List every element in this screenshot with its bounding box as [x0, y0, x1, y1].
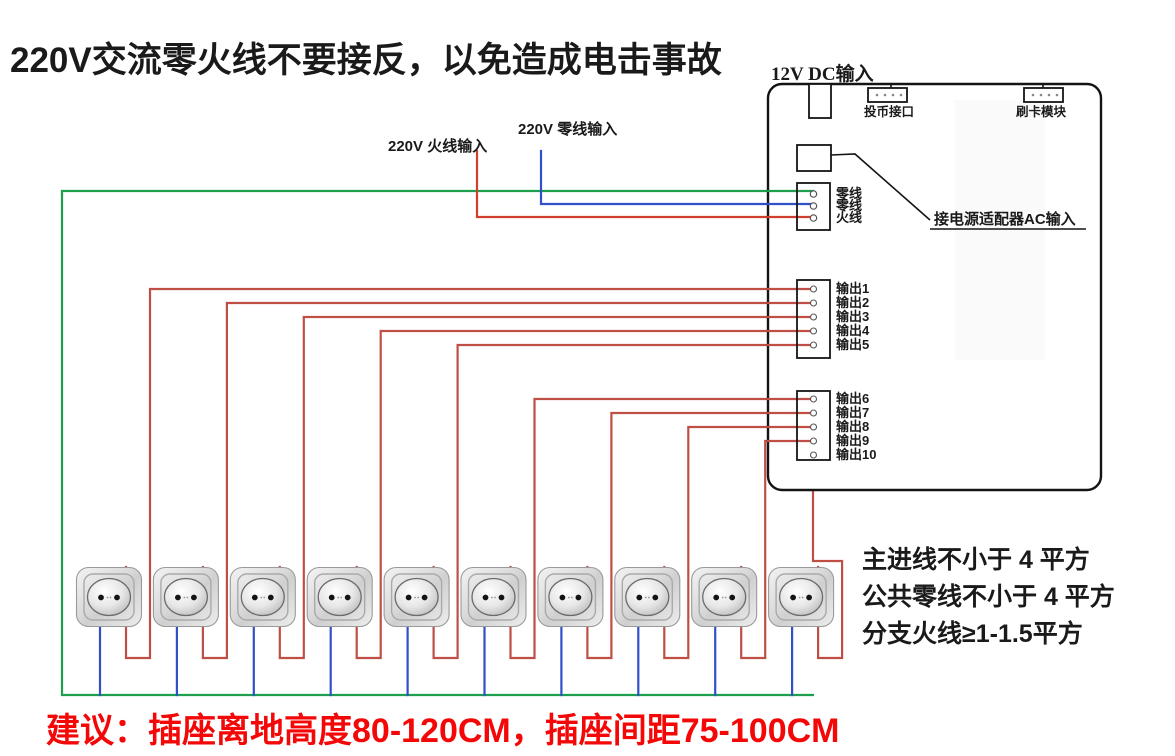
svg-text:12V DC输入: 12V DC输入: [771, 62, 874, 85]
svg-text:输出8: 输出8: [836, 419, 869, 434]
svg-text:建议：插座离地高度80-120CM，插座间距75-100CM: 建议：插座离地高度80-120CM，插座间距75-100CM: [46, 711, 840, 750]
svg-text:刷卡模块: 刷卡模块: [1016, 104, 1067, 119]
svg-text:公共零线不小于 4 平方: 公共零线不小于 4 平方: [862, 582, 1115, 611]
svg-text:火线: 火线: [836, 210, 862, 225]
svg-text:输出10: 输出10: [836, 447, 876, 462]
svg-text:输出1: 输出1: [836, 281, 869, 296]
svg-text:220V 零线输入: 220V 零线输入: [518, 120, 617, 138]
svg-text:分支火线≥1-1.5平方: 分支火线≥1-1.5平方: [862, 619, 1083, 648]
svg-text:输出2: 输出2: [836, 295, 869, 310]
svg-text:输出3: 输出3: [836, 309, 869, 324]
svg-text:输出7: 输出7: [836, 405, 869, 420]
svg-text:主进线不小于 4 平方: 主进线不小于 4 平方: [862, 545, 1090, 574]
svg-text:投币接口: 投币接口: [864, 104, 914, 119]
svg-text:输出6: 输出6: [836, 391, 869, 406]
svg-text:输出9: 输出9: [836, 433, 869, 448]
svg-text:接电源适配器AC输入: 接电源适配器AC输入: [934, 210, 1076, 228]
svg-text:输出5: 输出5: [836, 337, 869, 352]
svg-text:输出4: 输出4: [836, 323, 870, 338]
svg-text:220V 火线输入: 220V 火线输入: [388, 137, 487, 155]
svg-text:220V交流零火线不要接反，以免造成电击事故: 220V交流零火线不要接反，以免造成电击事故: [10, 40, 722, 80]
